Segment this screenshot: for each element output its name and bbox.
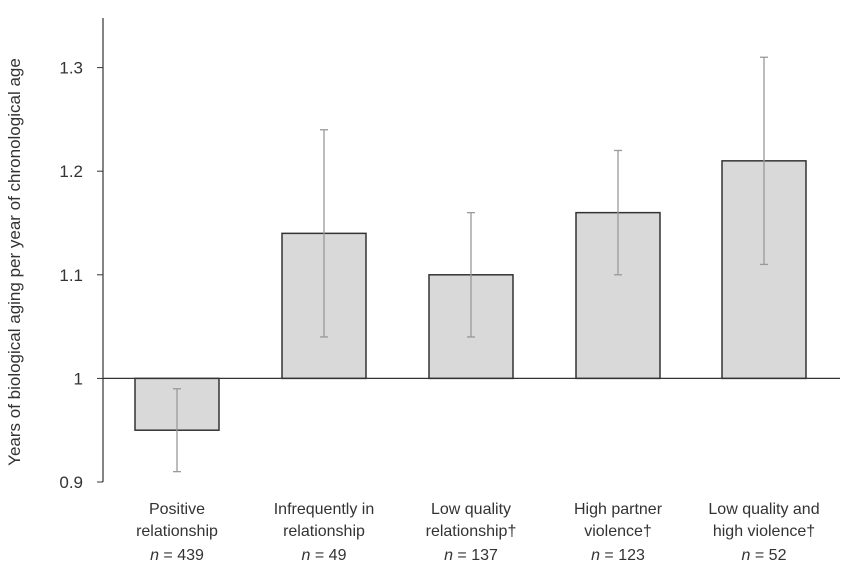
category-label: High partner <box>574 501 663 518</box>
y-tick-label: 1 <box>74 369 83 388</box>
category-labels: Positive relationship n = 439 Infrequently … <box>136 501 820 564</box>
y-axis-title-group: Years of biological aging per year of ch… <box>5 58 24 466</box>
category-label: Low quality and <box>708 501 819 518</box>
category-label: Low quality <box>431 501 511 518</box>
sample-size-label: n = 52 <box>742 547 787 564</box>
category-label: relationship <box>136 523 218 540</box>
axes <box>102 18 840 482</box>
y-tick-label: 0.9 <box>59 473 83 492</box>
category-label: Positive <box>149 501 205 518</box>
y-axis-title: Years of biological aging per year of ch… <box>5 58 24 466</box>
sample-size-label: n = 49 <box>302 547 347 564</box>
sample-size-label: n = 439 <box>150 547 204 564</box>
sample-size-label: n = 137 <box>444 547 498 564</box>
category-label: violence† <box>584 523 652 540</box>
y-tick-label: 1.3 <box>59 59 83 78</box>
category-label: relationship <box>283 523 365 540</box>
y-ticks: 0.9 1 1.1 1.2 1.3 <box>59 59 103 492</box>
category-label: high violence† <box>713 523 815 540</box>
y-tick-label: 1.1 <box>59 266 83 285</box>
category-label: relationship† <box>426 523 517 540</box>
y-tick-label: 1.2 <box>59 162 83 181</box>
sample-size-label: n = 123 <box>591 547 645 564</box>
bars <box>134 160 807 431</box>
error-bars <box>173 56 768 473</box>
category-label: Infrequently in <box>274 501 375 518</box>
